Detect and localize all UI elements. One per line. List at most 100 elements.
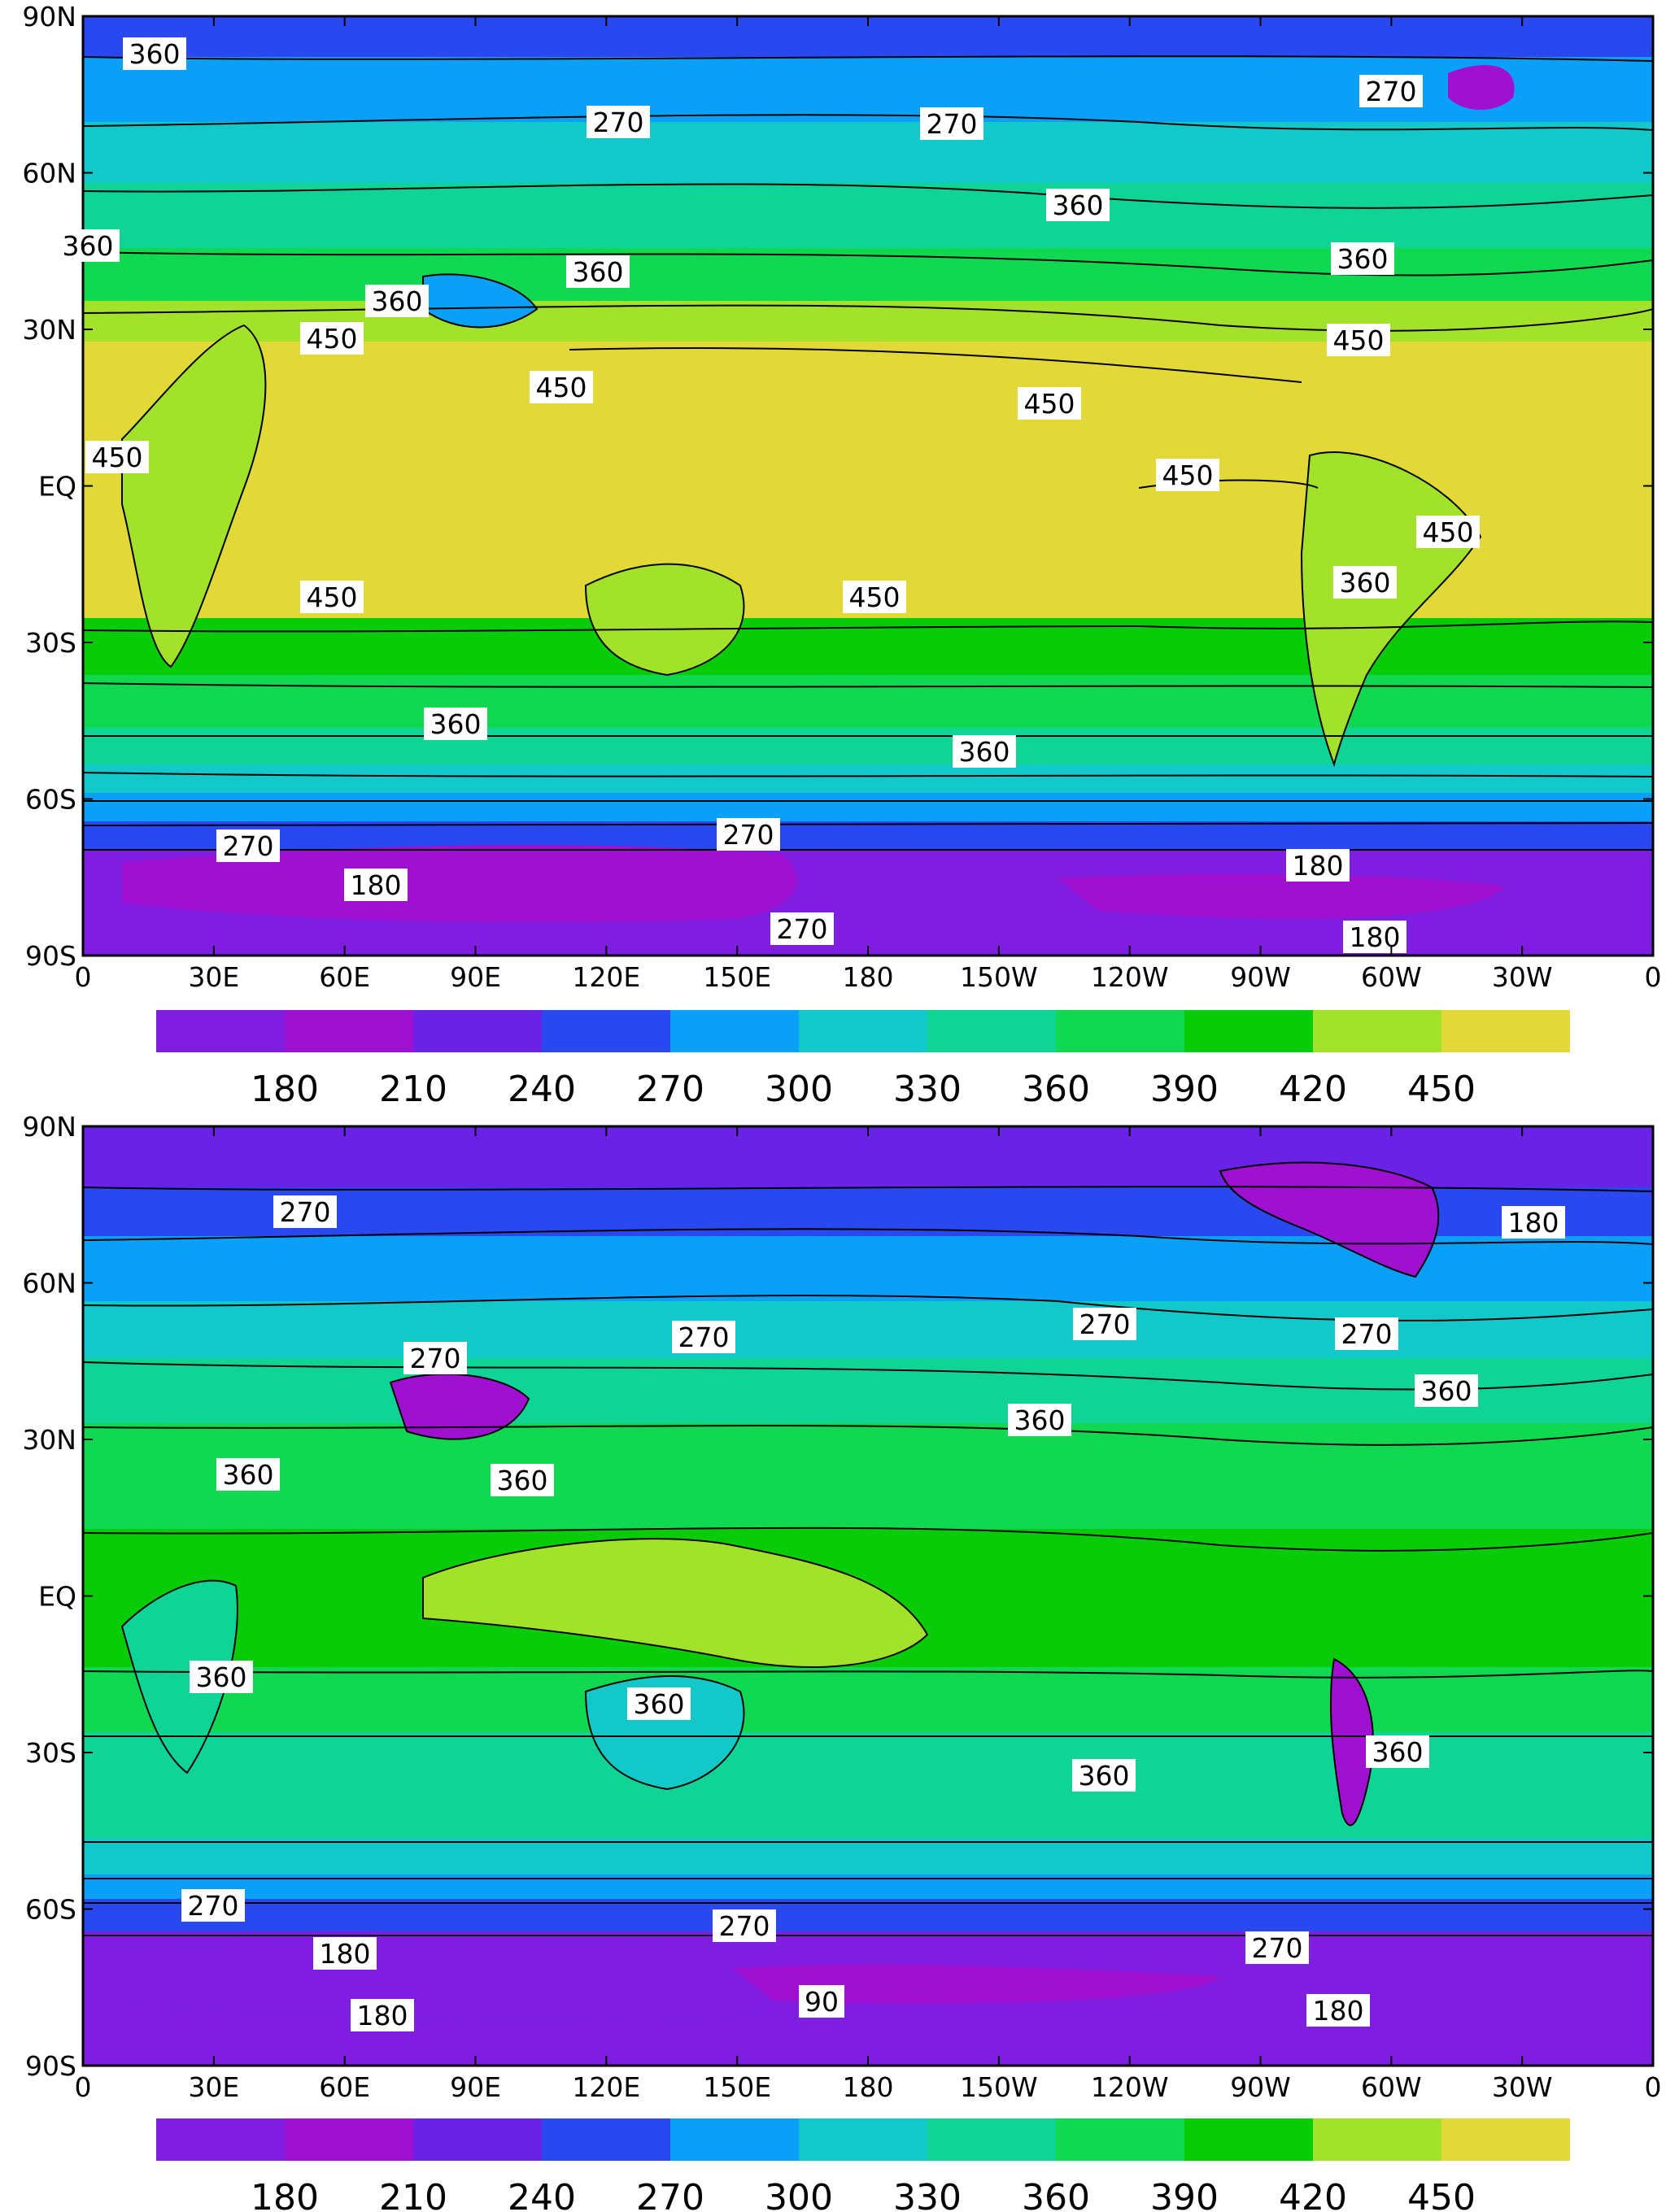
bottom-contour-label-box xyxy=(491,1464,554,1496)
top-contour-label-box xyxy=(1331,242,1394,275)
bottom-y-tick-label: 60N xyxy=(22,1268,76,1300)
top-contour-label: 180 xyxy=(1350,921,1401,953)
bottom-colorbar-label: 180 xyxy=(251,2177,319,2212)
top-colorbar-label: 330 xyxy=(893,1069,962,1110)
bottom-colorbar-label: 210 xyxy=(379,2177,447,2212)
bottom-contour-label: 180 xyxy=(357,2000,408,2031)
top-x-tick-label: 180 xyxy=(843,961,894,993)
bottom-contour-label: 270 xyxy=(410,1343,461,1374)
top-colorbar-swatch xyxy=(1441,1010,1570,1052)
top-colorbar-label: 360 xyxy=(1022,1069,1090,1110)
top-colorbar-label: 240 xyxy=(508,1069,576,1110)
top-map-fill xyxy=(83,16,1653,956)
bottom-contour-label: 360 xyxy=(1372,1736,1424,1768)
top-contour-label-box xyxy=(843,581,906,613)
top-contour-label: 270 xyxy=(223,830,274,862)
bottom-contour-label: 270 xyxy=(280,1196,331,1228)
bottom-x-tick-label: 60W xyxy=(1361,2071,1422,2103)
top-contour-label: 360 xyxy=(129,38,181,70)
top-greenland-region xyxy=(1448,65,1515,110)
bottom-tibet-region xyxy=(390,1374,529,1439)
bottom-contour-label-box xyxy=(627,1687,691,1720)
bottom-y-tick-label: 90S xyxy=(25,2050,76,2082)
bottom-y-tick-label: 30N xyxy=(22,1424,76,1456)
bottom-x-tick-label: 0 xyxy=(75,2071,92,2103)
bottom-contour-label: 90 xyxy=(805,1986,839,2018)
top-x-tick-label: 0 xyxy=(1645,961,1662,993)
bottom-contour-label: 180 xyxy=(1508,1207,1559,1239)
bottom-colorbar-label: 300 xyxy=(765,2177,833,2212)
bottom-contour-label-box xyxy=(1502,1206,1565,1239)
bottom-contour-label-box xyxy=(313,1937,377,1970)
bottom-colorbar-swatch xyxy=(413,2118,542,2161)
top-contour-label: 360 xyxy=(372,285,423,317)
bottom-africa-region xyxy=(122,1580,238,1773)
top-colorbar-swatch xyxy=(670,1010,799,1052)
bottom-x-tick-label: 90W xyxy=(1230,2071,1291,2103)
bottom-contour-label-box xyxy=(799,1985,844,2018)
bottom-contour-label: 360 xyxy=(196,1661,247,1693)
top-contour-label-box xyxy=(587,106,650,138)
bottom-contour-label-box xyxy=(181,1889,245,1922)
top-tibet-region xyxy=(423,274,537,328)
top-x-tick-label: 120W xyxy=(1091,961,1169,993)
bottom-colorbar-label: 270 xyxy=(636,2177,704,2212)
top-colorbar-swatch xyxy=(927,1010,1056,1052)
bottom-colorbar-label: 420 xyxy=(1279,2177,1347,2212)
bottom-x-tick-label: 120W xyxy=(1091,2071,1169,2103)
bottom-colorbar-label: 390 xyxy=(1150,2177,1219,2212)
top-contour-label: 450 xyxy=(1024,388,1075,420)
bottom-x-tick-label: 0 xyxy=(1645,2071,1662,2103)
top-contour-label-box xyxy=(530,371,593,403)
top-colorbar-swatch xyxy=(1056,1010,1184,1052)
top-x-tick-label: 60E xyxy=(319,961,370,993)
bottom-x-tick-label: 60E xyxy=(319,2071,370,2103)
top-y-tick-label: EQ xyxy=(38,471,76,503)
bottom-y-tick-label: 60S xyxy=(25,1894,76,1926)
top-contour-label-box xyxy=(1327,324,1390,356)
top-contour-label-box xyxy=(1359,75,1423,107)
top-contour-label: 360 xyxy=(573,256,624,288)
top-colorbar-swatch xyxy=(799,1010,927,1052)
top-y-tick-label: 30N xyxy=(22,314,76,346)
bottom-contour-label-box xyxy=(1366,1735,1429,1768)
top-contour-label: 360 xyxy=(63,230,114,262)
top-contour-label-box xyxy=(216,830,280,862)
top-contour-label: 360 xyxy=(430,708,482,740)
top-contour-label: 450 xyxy=(92,442,143,473)
top-contour-label: 360 xyxy=(959,736,1010,768)
bottom-contour-labels: 270 180 270 270 270 270 360 360 360 360 360 360 360 3… xyxy=(181,1195,1565,2031)
top-colorbar-label: 180 xyxy=(251,1069,319,1110)
top-x-tick-label: 120E xyxy=(572,961,640,993)
bottom-x-tick-label: 90E xyxy=(450,2071,501,2103)
top-y-tick-label: 60S xyxy=(25,784,76,816)
bottom-antarctic-low-east xyxy=(732,1964,1220,2004)
bottom-colorbar-label: 450 xyxy=(1407,2177,1476,2212)
bottom-colorbar-swatch xyxy=(542,2118,670,2161)
bottom-contour-label-box xyxy=(1073,1308,1136,1340)
top-antarctic-low-east xyxy=(1058,873,1505,919)
bottom-contour-label-box xyxy=(1008,1404,1071,1436)
top-contour-label: 270 xyxy=(723,819,774,851)
top-contour-label: 450 xyxy=(307,323,358,355)
top-contour-label-box xyxy=(56,229,120,262)
bottom-contour-label: 360 xyxy=(223,1459,274,1491)
top-contour-label: 270 xyxy=(593,107,644,138)
top-x-tick-label: 90E xyxy=(450,961,501,993)
top-colorbar-label: 450 xyxy=(1407,1069,1476,1110)
bottom-y-tick-label: 30S xyxy=(25,1737,76,1769)
top-contour-label: 180 xyxy=(1293,850,1344,882)
bottom-contour-label: 360 xyxy=(1014,1404,1066,1436)
top-contour-label: 450 xyxy=(1423,516,1474,548)
bottom-contour-label: 360 xyxy=(634,1688,685,1720)
bottom-contour-label: 180 xyxy=(1313,1995,1364,2027)
top-contour-label-box xyxy=(920,107,983,140)
top-contour-label: 360 xyxy=(1053,189,1104,221)
top-contour-label: 450 xyxy=(307,581,358,613)
top-colorbar-label: 270 xyxy=(636,1069,704,1110)
top-colorbar-swatch xyxy=(1313,1010,1441,1052)
top-contour-label: 450 xyxy=(1333,324,1385,356)
bottom-contour-label: 270 xyxy=(188,1890,239,1922)
bottom-contour-label: 360 xyxy=(1079,1760,1130,1792)
